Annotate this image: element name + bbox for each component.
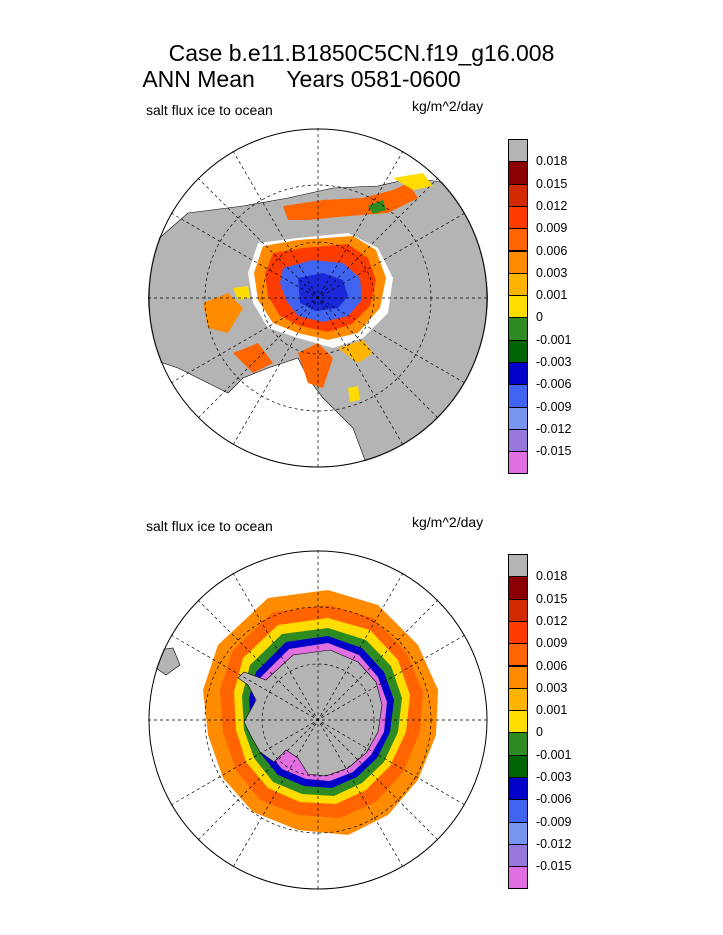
north-darkblue-core — [298, 273, 348, 311]
colorbar-south-swatch — [508, 754, 528, 778]
panel2-variable-label: salt flux ice to ocean — [146, 518, 273, 534]
colorbar-south-tick-label: 0.003 — [536, 680, 568, 695]
colorbar-south-tick-label: -0.015 — [536, 859, 572, 874]
colorbar-north-swatch — [508, 205, 528, 230]
colorbar-south-tick-label: 0.006 — [536, 658, 568, 673]
south-polar-map — [148, 550, 488, 890]
colorbar-north-tick-label: -0.009 — [536, 399, 572, 414]
colorbar-south-tick-label: -0.009 — [536, 814, 572, 829]
colorbar-south-swatch — [508, 687, 528, 712]
colorbar-south-swatch — [508, 620, 528, 645]
colorbar-south-swatch — [508, 598, 528, 622]
colorbar-south-tick-label: 0.009 — [536, 636, 568, 651]
colorbar-south-tick-label: 0.018 — [536, 569, 568, 584]
colorbar-north-tick-label: -0.001 — [536, 332, 572, 347]
colorbar-north-tick-label: 0.006 — [536, 243, 568, 258]
colorbar-north-swatch — [508, 272, 528, 297]
colorbar-south-swatch — [508, 799, 528, 823]
colorbar-north-swatch — [508, 139, 528, 163]
colorbar-north-tick-label: 0.018 — [536, 154, 568, 169]
colorbar-south-swatch — [508, 576, 528, 600]
colorbar-south-swatch — [508, 554, 528, 578]
colorbar-south-tick-label: 0.012 — [536, 613, 568, 628]
colorbar-north-tick-label: 0.012 — [536, 198, 568, 213]
panel2-units-label: kg/m^2/day — [412, 514, 484, 530]
colorbar-south-tick-label: 0.001 — [536, 703, 568, 718]
north-polar-map — [148, 128, 488, 468]
colorbar-south-tick-label: -0.001 — [536, 747, 572, 762]
colorbar-south-swatch — [508, 665, 528, 689]
colorbar-north-swatch — [508, 228, 528, 252]
title-line-2: ANN Mean Years 0581-0600 — [142, 66, 461, 92]
colorbar-north-swatch — [508, 183, 528, 207]
colorbar-north-swatch — [508, 339, 528, 363]
colorbar-north-swatch — [508, 362, 528, 386]
colorbar-north-tick-label: -0.006 — [536, 377, 572, 392]
colorbar-south-swatch — [508, 732, 528, 756]
panel1-variable-label: salt flux ice to ocean — [146, 102, 273, 118]
colorbar-south-swatch — [508, 643, 528, 667]
colorbar-north-swatch — [508, 161, 528, 185]
colorbar-north-tick-label: 0.015 — [536, 176, 568, 191]
colorbar-north-tick-label: 0.003 — [536, 265, 568, 280]
colorbar-south-tick-label: -0.003 — [536, 770, 572, 784]
colorbar-south-tick-label: -0.012 — [536, 836, 572, 851]
colorbar-south-swatch — [508, 777, 528, 801]
colorbar-south-swatch — [508, 843, 528, 868]
colorbar-north-tick-label: 0.009 — [536, 221, 568, 236]
panel1-units-label: kg/m^2/day — [412, 98, 484, 114]
colorbar-north-tick-label: -0.012 — [536, 421, 572, 436]
colorbar-south-tick-label: -0.006 — [536, 792, 572, 807]
colorbar-north-tick-label: -0.003 — [536, 355, 572, 369]
colorbar-south-swatch — [508, 710, 528, 734]
colorbar-north-swatch — [508, 295, 528, 319]
colorbar-south-tick-label: 0.015 — [536, 591, 568, 606]
colorbar-north-swatch — [508, 451, 528, 475]
title-line-1: Case b.e11.B1850C5CN.f19_g16.008 — [168, 40, 555, 66]
antarctica-landmass — [237, 649, 383, 777]
colorbar-north-swatch — [508, 384, 528, 408]
colorbar-north-tick-label: 0.001 — [536, 288, 568, 303]
colorbar-south-swatch — [508, 866, 528, 890]
colorbar-north-swatch — [508, 250, 528, 274]
colorbar-north-swatch — [508, 428, 528, 453]
colorbar-north-tick-label: 0 — [536, 310, 543, 325]
colorbar-north-swatch — [508, 406, 528, 430]
colorbar-north-swatch — [508, 317, 528, 341]
colorbar-south-swatch — [508, 821, 528, 845]
colorbar-north-tick-label: -0.015 — [536, 444, 572, 459]
colorbar-south-tick-label: 0 — [536, 725, 543, 740]
